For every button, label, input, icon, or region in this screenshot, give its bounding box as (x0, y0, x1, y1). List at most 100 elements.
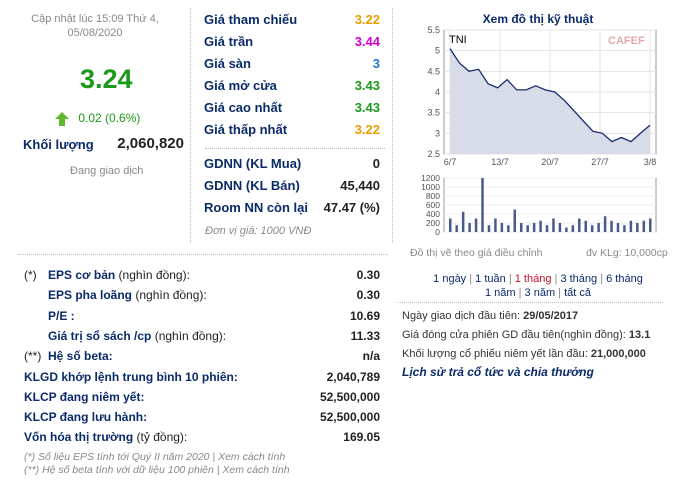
range-option[interactable]: 1 năm (484, 287, 516, 299)
price-label: Giá thấp nhất (204, 122, 288, 137)
volume-tick-label: 1000 (421, 182, 440, 192)
fundamental-prefix: (*) (24, 268, 37, 282)
price-value: 3.22 (354, 12, 380, 27)
foreign-label: GDNN (KL Mua) (204, 156, 302, 171)
volume-tick-label: 600 (426, 200, 440, 210)
y-tick-label: 4.5 (427, 66, 440, 76)
x-tick-label: 6/7 (444, 157, 457, 167)
range-option[interactable]: 3 tháng (560, 273, 598, 285)
volume-bar (526, 225, 529, 232)
divider (205, 148, 385, 149)
volume-bar (558, 223, 562, 232)
price-value: 3.44 (354, 34, 380, 49)
range-option[interactable]: 6 tháng (606, 273, 643, 285)
volume-bar (449, 218, 452, 232)
divider (18, 254, 388, 255)
range-separator: | (466, 273, 476, 285)
price-value: 3.22 (354, 122, 380, 137)
volume-tick-label: 0 (435, 227, 440, 237)
volume-bar (610, 220, 613, 232)
range-option[interactable]: tất cả (564, 287, 592, 299)
update-time-line1: Cập nhật lúc 15:09 Thứ 4, (31, 13, 159, 25)
unit-note: Đơn vị giá: 1000 VNĐ (205, 225, 312, 237)
range-option[interactable]: 1 ngày (433, 273, 467, 285)
price-label: Giá cao nhất (204, 100, 283, 115)
foreign-value: 45,440 (340, 178, 380, 193)
price-area (450, 48, 650, 154)
footnote: (*) Số liệu EPS tính tới Quý II năm 2020… (24, 451, 286, 463)
fundamental-prefix: (**) (24, 349, 42, 364)
volume-bar (597, 223, 600, 232)
fundamental-label: KLGD khớp lệnh trung bình 10 phiên: (24, 369, 238, 384)
volume-bar (507, 225, 510, 232)
fundamental-value: 52,500,000 (319, 389, 380, 404)
volume-bar (565, 227, 568, 232)
volume-bar (616, 223, 620, 232)
range-row: 1 năm | 3 năm | tất cả (398, 286, 678, 300)
divider (392, 8, 393, 243)
listing-row: Ngày giao dịch đầu tiên: 29/05/2017 (402, 310, 578, 322)
divider (398, 302, 663, 303)
chart-note-right: đv KLg: 10,000cp (586, 247, 668, 259)
fundamental-value: n/a (362, 349, 380, 364)
fundamental-unit: (nghìn đồng): (115, 268, 190, 282)
range-separator: | (551, 273, 561, 285)
fundamental-label: EPS pha loãng (nghìn đồng): (48, 288, 207, 303)
x-tick-label: 20/7 (541, 157, 559, 167)
volume-bar (468, 223, 471, 232)
y-tick-label: 3.5 (427, 108, 440, 118)
fundamental-value: 0.30 (356, 268, 380, 282)
price-value: 3.43 (354, 78, 380, 93)
y-tick-label: 5.5 (427, 26, 440, 35)
foreign-label: GDNN (KL Bán) (204, 178, 300, 193)
price-chart[interactable]: 5.5 5 4.5 4 3.5 3 2.5 6/7 13/7 20/7 27/7 3/8 TNI CAFE… (400, 26, 680, 258)
current-price: 3.24 (80, 64, 133, 94)
volume-bar (552, 218, 555, 232)
volume-bar (455, 225, 458, 232)
listing-label: Khối lượng cổ phiếu niêm yết lần đầu: (402, 348, 591, 360)
x-tick-label: 3/8 (644, 157, 657, 167)
range-option[interactable]: 3 năm (524, 287, 556, 299)
volume-tick-label: 400 (426, 209, 440, 219)
volume-bar (545, 225, 549, 232)
range-option[interactable]: 1 tuần (475, 273, 506, 285)
chart-header[interactable]: Xem đồ thị kỹ thuật (482, 12, 594, 26)
dividend-history-link[interactable]: Lịch sử trả cổ tức và chia thưởng (402, 365, 594, 379)
range-option[interactable]: 1 tháng (514, 273, 552, 285)
fundamental-value: 169.05 (343, 430, 380, 445)
range-separator: | (515, 287, 525, 299)
volume-bar (481, 178, 484, 232)
x-tick-label: 27/7 (591, 157, 609, 167)
footnote: (**) Hệ số beta tính với dữ liệu 100 phi… (24, 464, 290, 476)
y-tick-label: 5 (435, 46, 440, 56)
volume-bar (623, 225, 626, 232)
fundamental-label: KLCP đang lưu hành: (24, 410, 148, 425)
divider (190, 8, 191, 243)
fundamental-label: P/E : (48, 308, 75, 323)
volume-tick-label: 800 (426, 191, 440, 201)
fundamental-value: 0.30 (356, 288, 380, 303)
volume-bar (539, 220, 542, 232)
fundamental-unit: (tỷ đồng): (133, 430, 188, 445)
volume-bar (603, 216, 607, 232)
volume-bar (461, 211, 465, 232)
foreign-value: 47.47 (%) (323, 200, 380, 215)
listing-value: 29/05/2017 (523, 310, 579, 322)
chart-note-left: Đồ thị vẽ theo giá điều chỉnh (410, 247, 543, 259)
fundamental-value: 11.33 (350, 328, 380, 343)
listing-row: Khối lượng cổ phiếu niêm yết lần đầu: 21… (402, 348, 646, 360)
fundamental-value: 2,040,789 (326, 369, 380, 384)
range-row: 1 ngày | 1 tuần | 1 tháng | 3 tháng | 6 … (398, 272, 678, 286)
y-tick-label: 2.5 (427, 149, 440, 159)
update-time-line2: 05/08/2020 (67, 27, 123, 39)
volume-bar (629, 220, 633, 232)
volume-bar (642, 220, 646, 232)
volume-bar (519, 223, 523, 232)
volume-bar (532, 223, 536, 232)
watermark-logo: CAFEF (608, 35, 645, 47)
y-tick-label: 4 (435, 87, 440, 97)
volume-bar (474, 218, 478, 232)
volume-bar (571, 225, 575, 232)
fundamental-label: Vốn hóa thị trường (tỷ đồng): (24, 430, 188, 445)
foreign-value: 0 (372, 156, 380, 171)
